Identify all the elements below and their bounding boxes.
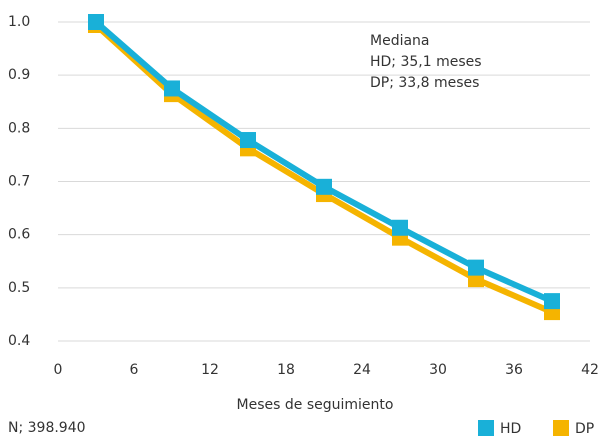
y-tick-label: 0.5 — [8, 280, 30, 296]
x-tick-label: 42 — [581, 362, 599, 378]
x-axis-label: Meses de seguimiento — [237, 397, 394, 413]
y-tick-label: 0.4 — [8, 333, 30, 349]
annotation: HD; 35,1 meses — [370, 54, 482, 70]
marker — [316, 178, 332, 195]
x-tick-label: 36 — [505, 362, 523, 378]
y-tick-label: 0.6 — [8, 227, 30, 243]
y-tick-label: 0.7 — [8, 174, 30, 190]
x-tick-label: 30 — [429, 362, 447, 378]
marker — [468, 259, 484, 276]
x-tick-label: 6 — [130, 362, 139, 378]
legend-swatch — [478, 420, 494, 436]
x-tick-label: 24 — [353, 362, 371, 378]
marker — [392, 219, 408, 236]
footnote: N; 398.940 — [8, 420, 86, 436]
x-tick-label: 0 — [54, 362, 63, 378]
annotation: Mediana — [370, 33, 430, 49]
marker — [88, 14, 104, 30]
legend-label: DP — [575, 421, 594, 437]
marker — [240, 132, 256, 149]
annotation: DP; 33,8 meses — [370, 75, 479, 91]
marker — [164, 80, 180, 97]
x-tick-label: 18 — [277, 362, 295, 378]
line — [94, 19, 554, 304]
y-tick-label: 0.8 — [8, 120, 30, 136]
marker — [544, 293, 560, 310]
x-tick-label: 12 — [201, 362, 219, 378]
y-tick-label: 1.0 — [8, 14, 30, 30]
legend-label: HD — [500, 421, 521, 437]
legend-swatch — [553, 420, 569, 436]
y-tick-label: 0.9 — [8, 67, 30, 83]
